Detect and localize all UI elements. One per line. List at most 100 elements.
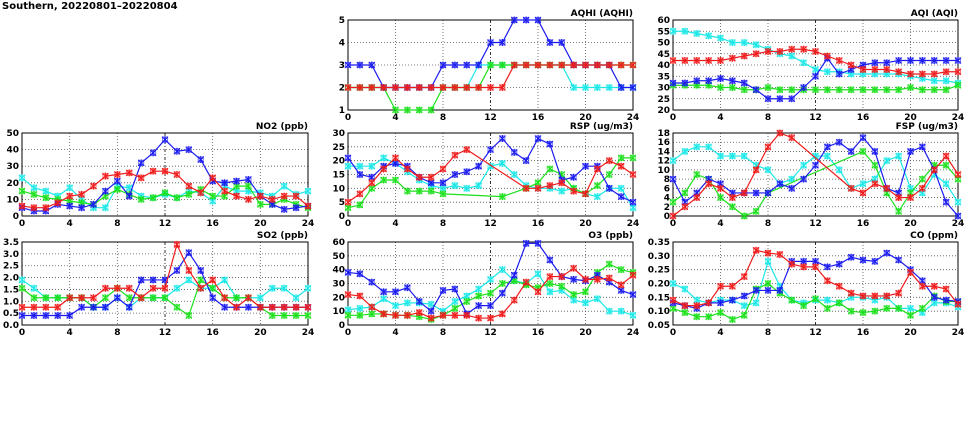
marker-star (812, 72, 819, 80)
x-tick-label: 8 (765, 113, 771, 123)
data-point-red (859, 66, 867, 73)
data-point-green (788, 86, 796, 94)
data-point-red (954, 300, 962, 308)
marker-star (18, 276, 26, 284)
data-point-cyan (617, 307, 625, 315)
marker-star (582, 84, 589, 91)
data-point-cyan (304, 187, 312, 195)
marker-star (605, 274, 613, 282)
marker-star (475, 162, 483, 170)
marker-star (629, 271, 637, 279)
data-point-green (717, 84, 724, 91)
data-point-red (125, 169, 133, 177)
marker-star (534, 184, 542, 192)
marker-star (221, 303, 228, 311)
marker-star (930, 293, 938, 301)
data-point-blue (871, 147, 879, 155)
marker-star (221, 276, 228, 284)
marker-star (498, 193, 506, 201)
data-point-green (427, 106, 435, 114)
data-point-green (487, 289, 494, 297)
data-point-red (185, 182, 193, 190)
data-point-red (280, 303, 288, 311)
data-point-red (728, 54, 736, 62)
marker-star (617, 266, 625, 274)
marker-star (605, 61, 613, 69)
marker-star (233, 192, 240, 200)
marker-star (280, 182, 288, 190)
data-point-blue (629, 84, 637, 91)
y-tick-label: 4 (339, 39, 345, 49)
marker-star (681, 79, 689, 87)
marker-star (233, 177, 240, 185)
marker-star (907, 268, 914, 276)
marker-star (835, 260, 843, 268)
data-point-blue (570, 275, 578, 283)
chart-no2: 0 10 20 30 40 50 0 4 8 12 16 20 24 NO2 (ppb) (6, 122, 314, 229)
marker-star (717, 75, 724, 82)
data-point-red (546, 61, 554, 69)
marker-star (451, 297, 459, 305)
data-point-blue (788, 184, 796, 192)
marker-star (546, 256, 554, 264)
marker-star (776, 129, 784, 137)
data-point-blue (546, 140, 554, 148)
marker-star (534, 16, 542, 24)
data-point-green (392, 106, 399, 114)
marker-star (280, 205, 288, 213)
data-point-cyan (427, 300, 435, 308)
data-point-red (895, 68, 903, 76)
data-point-green (681, 189, 689, 197)
data-point-blue (752, 86, 760, 94)
marker-star (427, 173, 435, 181)
data-point-cyan (693, 30, 701, 37)
data-point-cyan (344, 162, 352, 170)
marker-star (149, 276, 157, 284)
marker-star (617, 193, 625, 201)
marker-star (534, 61, 542, 69)
marker-star (752, 246, 760, 254)
data-point-green (245, 182, 252, 190)
marker-star (522, 184, 530, 192)
data-point-blue (463, 61, 471, 69)
marker-star (510, 271, 518, 279)
data-point-green (125, 294, 133, 302)
data-point-blue (558, 39, 566, 46)
data-point-green (149, 294, 157, 302)
marker-star (268, 303, 276, 311)
y-tick-label: 0 (339, 321, 345, 331)
data-point-cyan (593, 295, 601, 303)
data-point-green (930, 86, 938, 94)
marker-star (669, 296, 677, 304)
marker-star (427, 307, 435, 315)
data-point-cyan (582, 84, 589, 91)
data-point-blue (344, 268, 352, 276)
marker-star (102, 294, 109, 302)
data-point-red (102, 284, 109, 292)
marker-star (681, 27, 689, 35)
data-point-red (823, 277, 831, 285)
data-point-blue (930, 57, 938, 64)
data-point-red (570, 61, 578, 69)
marker-star (403, 284, 411, 292)
marker-star (256, 303, 264, 311)
data-point-cyan (593, 84, 601, 91)
marker-star (681, 147, 689, 155)
marker-star (788, 134, 796, 142)
y-tick-label: 18 (657, 129, 670, 139)
marker-star (344, 154, 352, 162)
marker-star (776, 86, 784, 94)
marker-star (42, 312, 50, 320)
marker-star (54, 199, 62, 207)
x-tick-label: 20 (579, 219, 592, 229)
marker-star (859, 66, 867, 73)
marker-star (475, 302, 483, 310)
data-point-red (344, 84, 352, 91)
data-point-blue (173, 266, 181, 274)
x-tick-label: 4 (392, 328, 398, 338)
y-tick-label: 3.0 (3, 250, 19, 260)
marker-star (18, 202, 26, 210)
data-point-cyan (102, 204, 109, 212)
marker-star (907, 84, 914, 91)
data-point-green (403, 106, 411, 114)
